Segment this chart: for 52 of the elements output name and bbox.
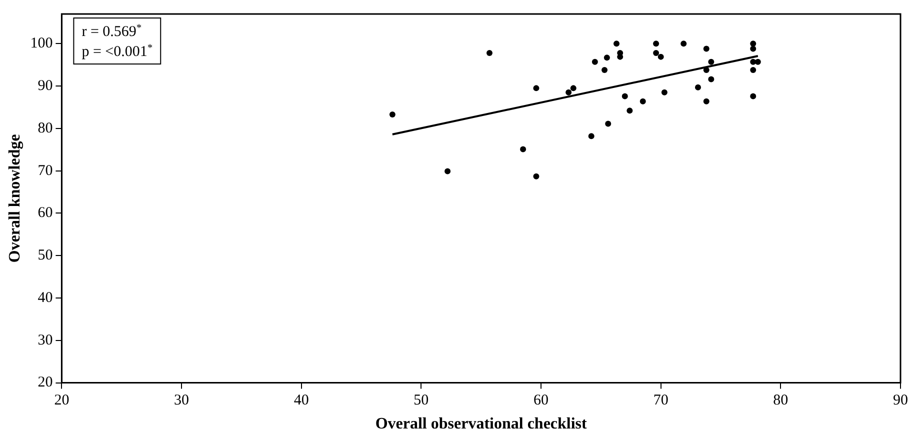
point	[486, 50, 492, 56]
y-tick-label: 90	[38, 78, 53, 94]
x-tick-label: 50	[414, 392, 429, 409]
point	[653, 50, 660, 56]
point	[640, 98, 646, 104]
y-tick-label: 70	[38, 162, 53, 179]
point	[661, 89, 668, 96]
y-tick-label: 20	[38, 374, 53, 391]
y-tick-label: 40	[38, 290, 53, 306]
point	[750, 46, 756, 52]
point	[588, 133, 594, 140]
point	[658, 54, 664, 60]
x-tick-label: 80	[773, 392, 788, 409]
y-tick-label: 100	[30, 36, 53, 52]
point	[703, 98, 710, 104]
point	[605, 120, 612, 127]
y-axis-title: Overall knowledge	[6, 134, 24, 263]
y-tick-label: 50	[38, 248, 53, 264]
point	[622, 93, 628, 100]
point	[703, 46, 710, 52]
point	[750, 66, 756, 73]
point	[626, 108, 633, 114]
point	[570, 85, 576, 92]
annotation: p = <0.001*	[82, 42, 153, 60]
x-tick-label: 20	[54, 392, 70, 409]
point	[602, 66, 608, 73]
point	[389, 111, 396, 118]
x-tick-label: 30	[174, 392, 190, 409]
point	[680, 40, 687, 47]
point	[520, 146, 526, 152]
point	[533, 173, 540, 180]
y-tick-label: 60	[38, 205, 53, 222]
y-tick-label: 30	[38, 332, 53, 348]
annotation: r = 0.569*	[82, 22, 142, 40]
point	[750, 40, 756, 47]
y-tick-label: 80	[38, 120, 53, 136]
x-tick-label: 60	[534, 392, 549, 409]
x-tick-label: 40	[294, 392, 309, 409]
point	[614, 40, 620, 47]
point	[708, 58, 714, 65]
x-tick-label: 90	[893, 392, 908, 409]
x-axis-title: Overall observational checklist	[375, 416, 588, 433]
point	[604, 54, 610, 61]
point	[708, 76, 714, 82]
point	[694, 84, 701, 90]
point	[750, 93, 756, 100]
point	[653, 40, 660, 47]
point	[592, 58, 598, 65]
x-tick-label: 70	[653, 392, 668, 409]
point	[533, 85, 540, 92]
point	[444, 168, 451, 174]
point	[566, 89, 572, 96]
